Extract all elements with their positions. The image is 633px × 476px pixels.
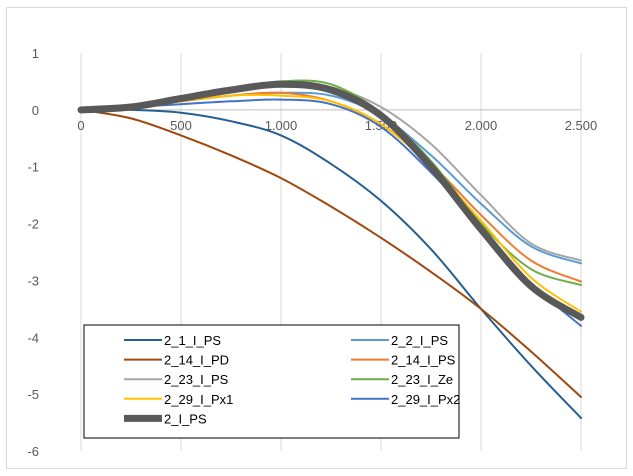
y-tick-label: -5 <box>27 387 39 402</box>
chart-frame: 1 0 -1 -2 -3 -4 -5 -6 0 500 1.000 1.500 2.000 2.500 … <box>6 7 627 469</box>
series-line-2_I_PS <box>77 80 585 321</box>
series-line-2_29_I_Px2 <box>80 98 582 327</box>
legend-label-2_23_I_Ze: 2_23_I_Ze <box>391 372 453 387</box>
line-chart: 10-1-2-3-4-5-6 0 500 1.000 1.500 2.000 2.500 … <box>27 46 598 459</box>
x-tick-label: 2.500 <box>565 118 598 133</box>
x-tick-label: 0 <box>77 118 84 133</box>
legend-label-2_29_I_Px2: 2_29_I_Px2 <box>391 392 460 407</box>
legend-label-2_I_PS: 2_I_PS <box>164 411 207 426</box>
y-tick-label: -3 <box>27 273 39 288</box>
series-line-2_14_I_PS <box>80 91 582 283</box>
y-tick-label: 1 <box>32 46 39 61</box>
y-axis-ticks: 1 0 -1 -2 -3 -4 -5 -6 <box>27 46 39 459</box>
x-tick-label: 500 <box>170 118 192 133</box>
series-line-2_14_I_PD <box>80 108 582 398</box>
series-line-2_2_I_PS <box>80 91 582 265</box>
legend-label-2_1_I_PS: 2_1_I_PS <box>164 333 221 348</box>
series-line-2_1_I_PS <box>80 108 582 419</box>
x-tick-label: 1.000 <box>265 118 298 133</box>
series-line-2_23_I_PS <box>80 80 582 262</box>
x-tick-label: 2.000 <box>465 118 498 133</box>
series-line-2_29_I_Px1 <box>80 93 582 313</box>
series-lines <box>77 79 585 419</box>
legend-label-2_29_I_Px1: 2_29_I_Px1 <box>164 392 233 407</box>
y-tick-label: -1 <box>27 160 39 175</box>
legend-label-2_14_I_PD: 2_14_I_PD <box>164 353 229 368</box>
y-tick-label: -4 <box>27 330 39 345</box>
legend-label-2_2_I_PS: 2_2_I_PS <box>391 333 448 348</box>
y-tick-label: 0 <box>32 103 39 118</box>
legend: 2_1_I_PS 2_2_I_PS 2_14_I_PD 2_14_I_PS 2_23_I… <box>83 324 460 439</box>
legend-label-2_23_I_PS: 2_23_I_PS <box>164 372 229 387</box>
y-tick-label: -2 <box>27 217 39 232</box>
y-tick-label: -6 <box>27 444 39 459</box>
legend-label-2_14_I_PS: 2_14_I_PS <box>391 353 456 368</box>
